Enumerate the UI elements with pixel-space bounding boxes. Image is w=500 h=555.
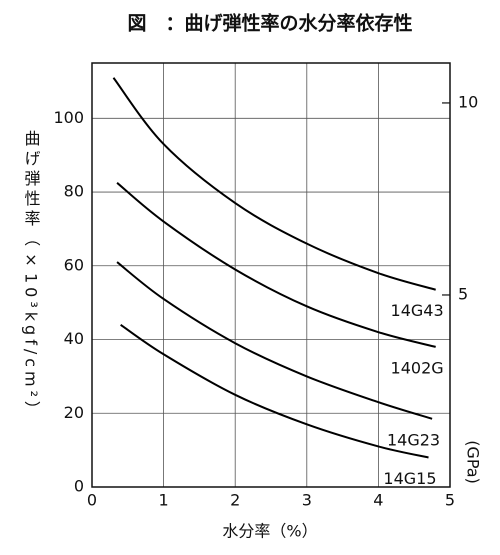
series-label: 14G15: [383, 469, 436, 488]
x-tick-label: 3: [302, 491, 312, 510]
x-tick-label: 4: [373, 491, 383, 510]
series-label: 14G43: [391, 301, 444, 320]
line: [120, 323, 429, 459]
x-tick-label: 2: [230, 491, 240, 510]
y-axis-label: 曲げ弾性率（×10³kgf/cm²）: [22, 130, 41, 421]
series-label: 1402G: [391, 358, 444, 377]
x-tick-label: 1: [159, 491, 169, 510]
y-tick-label: 40: [64, 329, 84, 348]
line: [116, 182, 436, 348]
x-axis-label: 水分率（%）: [222, 522, 317, 541]
line: [112, 77, 436, 291]
y2-axis-label: (GPa): [464, 440, 483, 484]
line: [116, 261, 433, 420]
y-tick-label: 20: [64, 403, 84, 422]
chart-title: 図 ：曲げ弾性率の水分率依存性: [127, 12, 412, 35]
series-label: 14G23: [387, 430, 440, 449]
y-tick-label: 60: [64, 255, 84, 274]
y-tick-label: 80: [64, 182, 84, 201]
y2-tick-label: 5: [458, 284, 468, 303]
y-tick-label: 0: [74, 477, 84, 496]
x-tick-label: 0: [87, 491, 97, 510]
x-tick-label: 5: [445, 491, 455, 510]
plot-frame: [91, 62, 451, 488]
y-tick-label: 100: [53, 108, 84, 127]
y2-tick-label: 10: [458, 92, 478, 111]
